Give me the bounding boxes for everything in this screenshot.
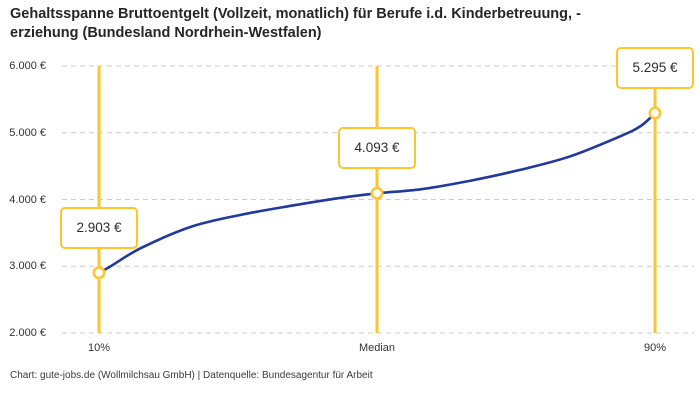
- data-point-marker-90%: [648, 106, 662, 120]
- x-axis-tick-label-median: Median: [358, 342, 396, 354]
- x-axis-tick-label-10pct: 10%: [87, 342, 111, 354]
- value-label-box-median: 4.093 €: [338, 127, 416, 170]
- x-axis-tick-label-90pct: 90%: [643, 342, 667, 354]
- y-axis-tick-label: 6.000 €: [9, 60, 46, 72]
- data-point-marker-10%: [92, 266, 106, 280]
- value-label-10pct: 2.903 €: [76, 219, 122, 235]
- y-axis-tick-label: 5.000 €: [9, 126, 46, 139]
- y-axis-tick-label: 2.000 €: [9, 327, 46, 339]
- chart-title: Gehaltsspanne Bruttoentgelt (Vollzeit, m…: [10, 6, 581, 41]
- source-caption: Chart: gute-jobs.de (Wollmilchsau GmbH) …: [10, 370, 373, 381]
- value-label-median: 4.093 €: [354, 140, 400, 156]
- value-label-box-10pct: 2.903 €: [60, 206, 138, 249]
- y-axis-tick-label: 3.000 €: [9, 260, 46, 273]
- data-point-marker-Median: [370, 186, 384, 200]
- y-axis-tick-label: 4.000 €: [9, 193, 46, 206]
- value-label-90pct: 5.295 €: [632, 60, 678, 76]
- value-label-box-90pct: 5.295 €: [616, 47, 694, 90]
